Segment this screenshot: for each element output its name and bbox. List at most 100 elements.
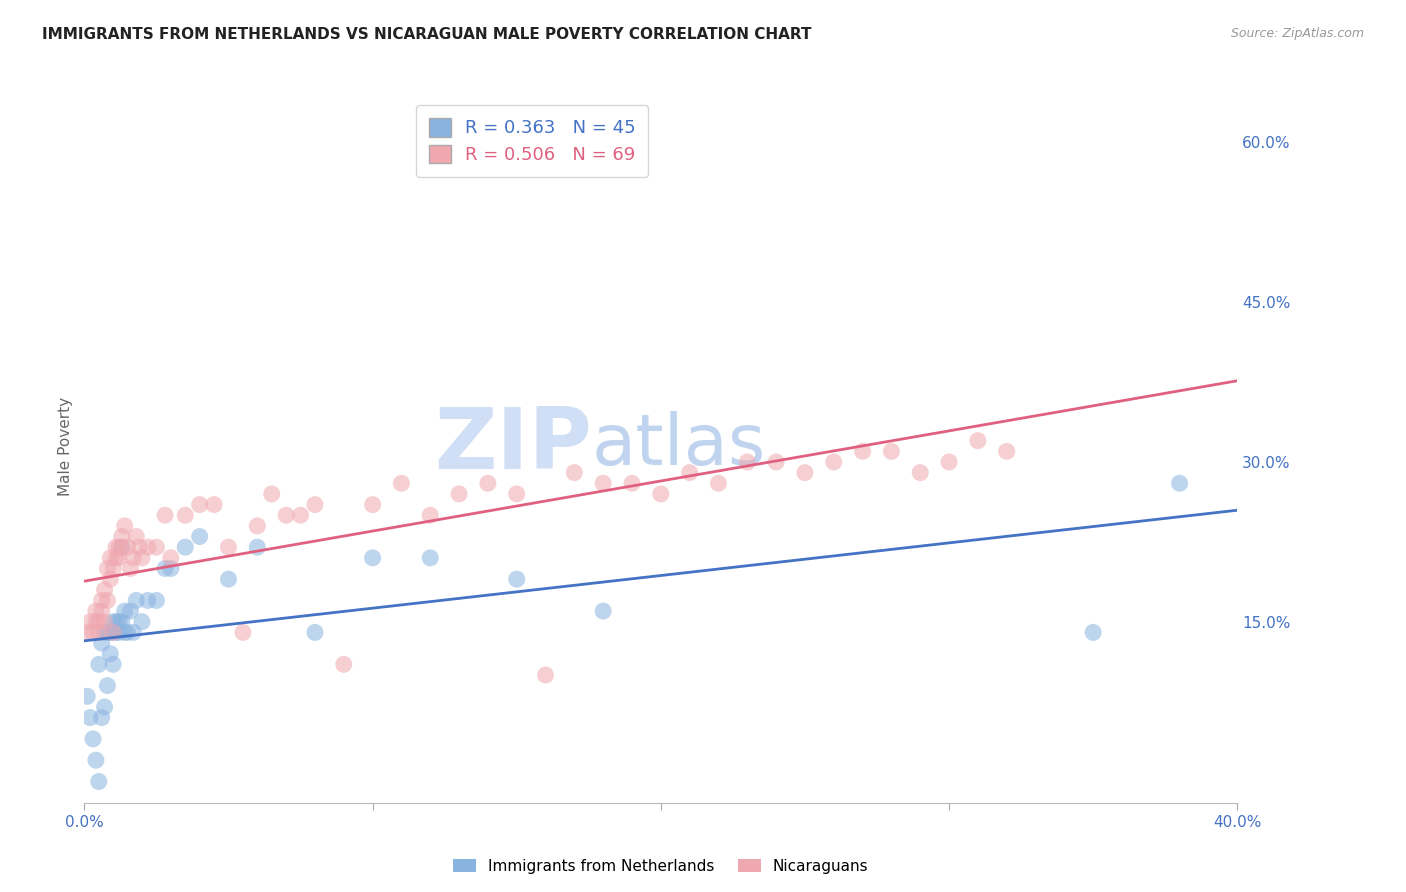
Text: Source: ZipAtlas.com: Source: ZipAtlas.com xyxy=(1230,27,1364,40)
Point xyxy=(246,540,269,554)
Point xyxy=(90,604,112,618)
Point xyxy=(592,476,614,491)
Point xyxy=(880,444,903,458)
Point xyxy=(1168,476,1191,491)
Point xyxy=(117,625,139,640)
Point xyxy=(84,604,107,618)
Point xyxy=(111,540,134,554)
Point xyxy=(650,487,672,501)
Point xyxy=(938,455,960,469)
Legend: Immigrants from Netherlands, Nicaraguans: Immigrants from Netherlands, Nicaraguans xyxy=(447,853,875,880)
Point xyxy=(114,519,136,533)
Point xyxy=(93,625,115,640)
Point xyxy=(391,476,413,491)
Point xyxy=(96,593,118,607)
Point xyxy=(218,540,240,554)
Point xyxy=(103,625,124,640)
Point xyxy=(84,753,107,767)
Point xyxy=(506,487,529,501)
Point xyxy=(967,434,990,448)
Point xyxy=(290,508,312,523)
Point xyxy=(103,561,124,575)
Point xyxy=(910,466,932,480)
Point xyxy=(87,657,110,672)
Point xyxy=(114,625,136,640)
Point xyxy=(1083,625,1105,640)
Point xyxy=(153,508,176,523)
Point xyxy=(111,540,134,554)
Point xyxy=(98,550,121,565)
Point xyxy=(120,604,142,618)
Point xyxy=(707,476,730,491)
Point xyxy=(852,444,875,458)
Point xyxy=(90,593,112,607)
Point xyxy=(136,540,159,554)
Point xyxy=(93,700,115,714)
Point xyxy=(419,550,441,565)
Point xyxy=(160,550,183,565)
Point xyxy=(125,593,148,607)
Legend: R = 0.363   N = 45, R = 0.506   N = 69: R = 0.363 N = 45, R = 0.506 N = 69 xyxy=(416,105,648,177)
Point xyxy=(117,540,139,554)
Point xyxy=(108,540,131,554)
Point xyxy=(90,710,112,724)
Point xyxy=(87,625,110,640)
Point xyxy=(145,540,167,554)
Point xyxy=(174,540,197,554)
Point xyxy=(218,572,240,586)
Text: IMMIGRANTS FROM NETHERLANDS VS NICARAGUAN MALE POVERTY CORRELATION CHART: IMMIGRANTS FROM NETHERLANDS VS NICARAGUA… xyxy=(42,27,811,42)
Point xyxy=(765,455,787,469)
Point xyxy=(122,625,145,640)
Point xyxy=(108,615,131,629)
Point xyxy=(82,625,104,640)
Point xyxy=(621,476,644,491)
Point xyxy=(995,444,1018,458)
Point xyxy=(160,561,183,575)
Point xyxy=(79,710,101,724)
Point xyxy=(232,625,254,640)
Point xyxy=(246,519,269,533)
Point xyxy=(679,466,702,480)
Point xyxy=(506,572,529,586)
Point xyxy=(592,604,614,618)
Point xyxy=(103,625,124,640)
Point xyxy=(98,572,121,586)
Point xyxy=(128,540,150,554)
Point xyxy=(125,529,148,543)
Point xyxy=(823,455,845,469)
Point xyxy=(98,625,121,640)
Point xyxy=(120,561,142,575)
Point xyxy=(93,615,115,629)
Point xyxy=(174,508,197,523)
Point xyxy=(114,604,136,618)
Point xyxy=(131,550,153,565)
Point xyxy=(361,550,384,565)
Point xyxy=(105,540,128,554)
Point xyxy=(145,593,167,607)
Point xyxy=(108,625,131,640)
Point xyxy=(564,466,586,480)
Point xyxy=(737,455,759,469)
Point xyxy=(105,550,128,565)
Point xyxy=(188,498,211,512)
Point xyxy=(361,498,384,512)
Point xyxy=(419,508,441,523)
Point xyxy=(103,615,124,629)
Point xyxy=(333,657,356,672)
Point xyxy=(82,731,104,746)
Point xyxy=(449,487,471,501)
Point xyxy=(108,550,131,565)
Point xyxy=(87,615,110,629)
Y-axis label: Male Poverty: Male Poverty xyxy=(58,396,73,496)
Point xyxy=(93,582,115,597)
Point xyxy=(477,476,499,491)
Point xyxy=(131,615,153,629)
Point xyxy=(136,593,159,607)
Point xyxy=(90,636,112,650)
Point xyxy=(96,625,118,640)
Point xyxy=(794,466,817,480)
Point xyxy=(87,774,110,789)
Point xyxy=(96,679,118,693)
Point xyxy=(103,657,124,672)
Text: ZIP: ZIP xyxy=(434,404,592,488)
